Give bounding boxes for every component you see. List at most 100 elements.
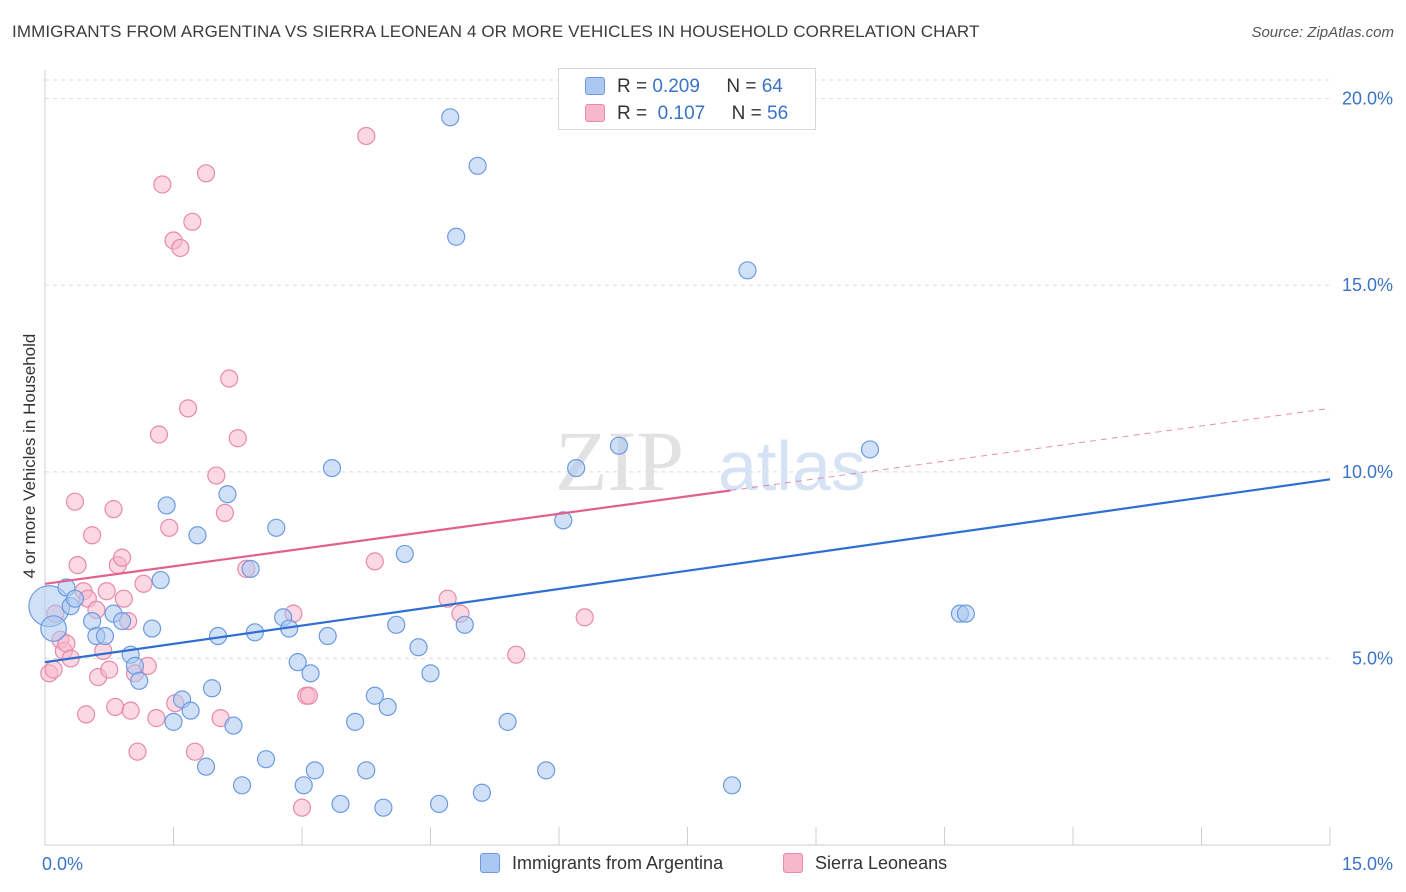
data-point bbox=[207, 466, 226, 485]
data-point bbox=[357, 126, 376, 146]
legend-swatch-blue bbox=[480, 853, 500, 873]
data-point bbox=[409, 638, 428, 657]
y-tick-label: 20.0% bbox=[1342, 89, 1393, 109]
n-value: 56 bbox=[767, 103, 789, 124]
data-point bbox=[40, 615, 67, 642]
data-point bbox=[228, 429, 247, 448]
data-point bbox=[224, 716, 243, 735]
trendlines bbox=[44, 407, 1331, 664]
r-label: R = bbox=[617, 76, 648, 97]
data-point bbox=[292, 798, 312, 817]
tick-labels: 5.0% 10.0% 15.0% 20.0% 0.0% 15.0% bbox=[42, 89, 1393, 874]
data-point bbox=[498, 712, 517, 731]
data-point bbox=[288, 653, 307, 672]
data-point bbox=[322, 458, 342, 478]
data-point bbox=[44, 660, 63, 679]
data-point bbox=[160, 518, 179, 537]
data-point bbox=[151, 570, 170, 590]
data-point bbox=[387, 615, 406, 634]
data-point bbox=[220, 369, 239, 388]
chart-source: Source: ZipAtlas.com bbox=[1251, 24, 1394, 41]
data-point bbox=[134, 574, 153, 593]
data-point bbox=[438, 589, 457, 608]
legend-label-argentina: Immigrants from Argentina bbox=[512, 853, 724, 873]
data-point bbox=[83, 526, 102, 545]
data-point bbox=[128, 742, 147, 761]
x-tick-label: 0.0% bbox=[42, 854, 83, 874]
r-value: 0.209 bbox=[652, 76, 700, 97]
series-argentina bbox=[28, 108, 976, 817]
series-sierra-leoneans bbox=[40, 126, 594, 817]
data-point bbox=[554, 511, 573, 530]
data-point bbox=[421, 664, 440, 683]
data-point bbox=[738, 261, 757, 280]
chart-title: IMMIGRANTS FROM ARGENTINA VS SIERRA LEON… bbox=[12, 22, 980, 41]
n-value: 64 bbox=[761, 76, 783, 97]
data-point bbox=[537, 761, 556, 780]
data-point bbox=[567, 458, 586, 478]
data-point bbox=[157, 496, 176, 515]
data-point bbox=[130, 671, 149, 690]
legend-swatch-blue bbox=[585, 77, 605, 95]
data-point bbox=[185, 742, 205, 761]
data-point bbox=[318, 626, 337, 646]
data-point bbox=[106, 697, 125, 717]
trendline-sierra-leoneans bbox=[44, 489, 731, 585]
data-point bbox=[149, 425, 169, 444]
data-point bbox=[346, 712, 365, 731]
data-point bbox=[181, 701, 200, 720]
data-point bbox=[447, 227, 466, 246]
data-point bbox=[215, 503, 234, 522]
watermark-atlas: atlas bbox=[718, 427, 866, 505]
data-point bbox=[171, 238, 190, 258]
data-point bbox=[267, 518, 286, 537]
data-point bbox=[357, 761, 376, 780]
data-point bbox=[956, 604, 976, 623]
data-point bbox=[374, 798, 393, 817]
data-point bbox=[301, 664, 320, 683]
data-point bbox=[241, 559, 260, 578]
data-point bbox=[188, 526, 207, 545]
r-value: 0.107 bbox=[657, 103, 706, 124]
trendline-extension-sierra-leoneans bbox=[730, 407, 1331, 491]
legend-label-sierra-leoneans: Sierra Leoneans bbox=[815, 853, 948, 873]
data-point bbox=[68, 556, 87, 575]
r-label: R = bbox=[617, 103, 648, 124]
data-point bbox=[441, 108, 460, 127]
data-point bbox=[121, 701, 140, 720]
legend-swatch-pink bbox=[783, 853, 803, 873]
data-point bbox=[196, 164, 216, 183]
data-point bbox=[114, 589, 133, 608]
data-point bbox=[365, 686, 384, 705]
data-point bbox=[218, 485, 237, 504]
data-point bbox=[575, 608, 594, 627]
data-point bbox=[77, 705, 96, 724]
data-point bbox=[305, 761, 324, 780]
data-point bbox=[294, 776, 313, 795]
data-point bbox=[112, 548, 132, 567]
data-point bbox=[183, 212, 202, 231]
axes bbox=[44, 70, 1331, 846]
data-point bbox=[153, 175, 172, 194]
data-point bbox=[164, 712, 183, 731]
n-label: N = bbox=[726, 76, 757, 97]
data-point bbox=[65, 492, 85, 511]
data-point bbox=[65, 589, 85, 608]
data-point bbox=[722, 776, 742, 795]
data-point bbox=[112, 611, 132, 631]
data-point bbox=[860, 440, 880, 459]
data-point bbox=[142, 619, 162, 638]
data-point bbox=[331, 794, 350, 814]
data-point bbox=[147, 709, 166, 728]
data-point bbox=[395, 544, 414, 564]
data-point bbox=[97, 582, 116, 601]
data-point bbox=[178, 399, 198, 418]
data-point bbox=[104, 500, 123, 519]
data-point bbox=[232, 776, 252, 795]
data-point bbox=[468, 156, 487, 175]
n-label: N = bbox=[731, 103, 762, 124]
data-point bbox=[95, 626, 115, 646]
data-point bbox=[256, 750, 276, 769]
data-point bbox=[429, 794, 449, 814]
